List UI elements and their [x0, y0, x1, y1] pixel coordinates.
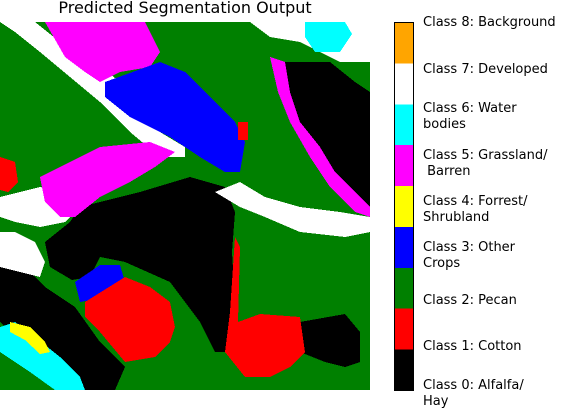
region-yellow-bottom	[10, 322, 50, 354]
region-blue-large	[105, 62, 245, 172]
region-magenta-middle	[40, 142, 175, 217]
colorbar-swatch	[394, 226, 414, 268]
colorbar-label: Class 5: Grassland/ Barren	[423, 148, 548, 179]
region-black-center	[45, 177, 238, 352]
colorbar-swatch	[394, 104, 414, 146]
colorbar-swatch	[394, 308, 414, 350]
colorbar-label: Class 7: Developed	[423, 62, 548, 77]
region-black-upper-right	[280, 62, 370, 207]
region-red-large	[85, 277, 175, 362]
region-red-tick	[238, 122, 248, 140]
colorbar-swatch	[394, 186, 414, 227]
region-magenta-top	[45, 22, 160, 82]
region-red-right	[225, 237, 305, 377]
region-black-lower-left	[0, 267, 125, 390]
plot-title: Predicted Segmentation Output	[58, 0, 312, 17]
colorbar-label: Class 3: Other Crops	[423, 240, 516, 271]
colorbar-label: Class 0: Alfalfa/ Hay	[423, 378, 524, 409]
region-white-left-lower	[0, 232, 45, 277]
region-cyan-top	[305, 22, 352, 52]
region-cyan-bottom	[0, 322, 85, 390]
region-black-right-middle	[300, 314, 360, 367]
colorbar	[394, 22, 414, 391]
region-white-diag	[215, 182, 370, 237]
colorbar-swatch	[394, 22, 414, 64]
colorbar-swatch	[394, 145, 414, 187]
colorbar-label: Class 6: Water bodies	[423, 101, 517, 132]
segmentation-map	[0, 22, 370, 390]
colorbar-label: Class 1: Cotton	[423, 339, 522, 354]
colorbar-frame	[394, 22, 414, 391]
colorbar-label: Class 8: Background	[423, 15, 556, 30]
colorbar-swatch	[394, 267, 414, 309]
region-blue-small	[75, 265, 125, 302]
region-white-top-left	[0, 22, 185, 157]
region-magenta-right	[270, 57, 370, 217]
colorbar-swatch	[394, 349, 414, 391]
region-red-left	[0, 157, 18, 192]
colorbar-label: Class 4: Forrest/ Shrubland	[423, 194, 528, 225]
colorbar-label: Class 2: Pecan	[423, 293, 517, 308]
colorbar-swatch	[394, 63, 414, 105]
